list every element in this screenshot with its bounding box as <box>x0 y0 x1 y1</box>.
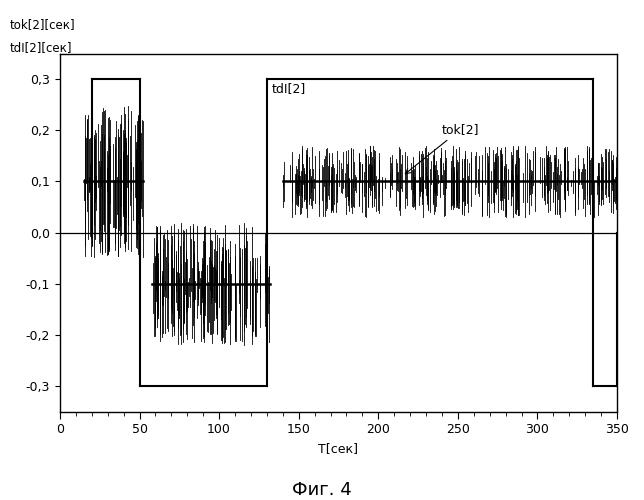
Text: tok[2]: tok[2] <box>405 123 480 174</box>
Text: Фиг. 4: Фиг. 4 <box>292 481 352 499</box>
Text: tdI[2]: tdI[2] <box>272 82 306 94</box>
Text: tdI[2][сек]: tdI[2][сек] <box>10 41 72 54</box>
X-axis label: T[сек]: T[сек] <box>319 442 359 455</box>
Text: tok[2][сек]: tok[2][сек] <box>10 18 75 30</box>
